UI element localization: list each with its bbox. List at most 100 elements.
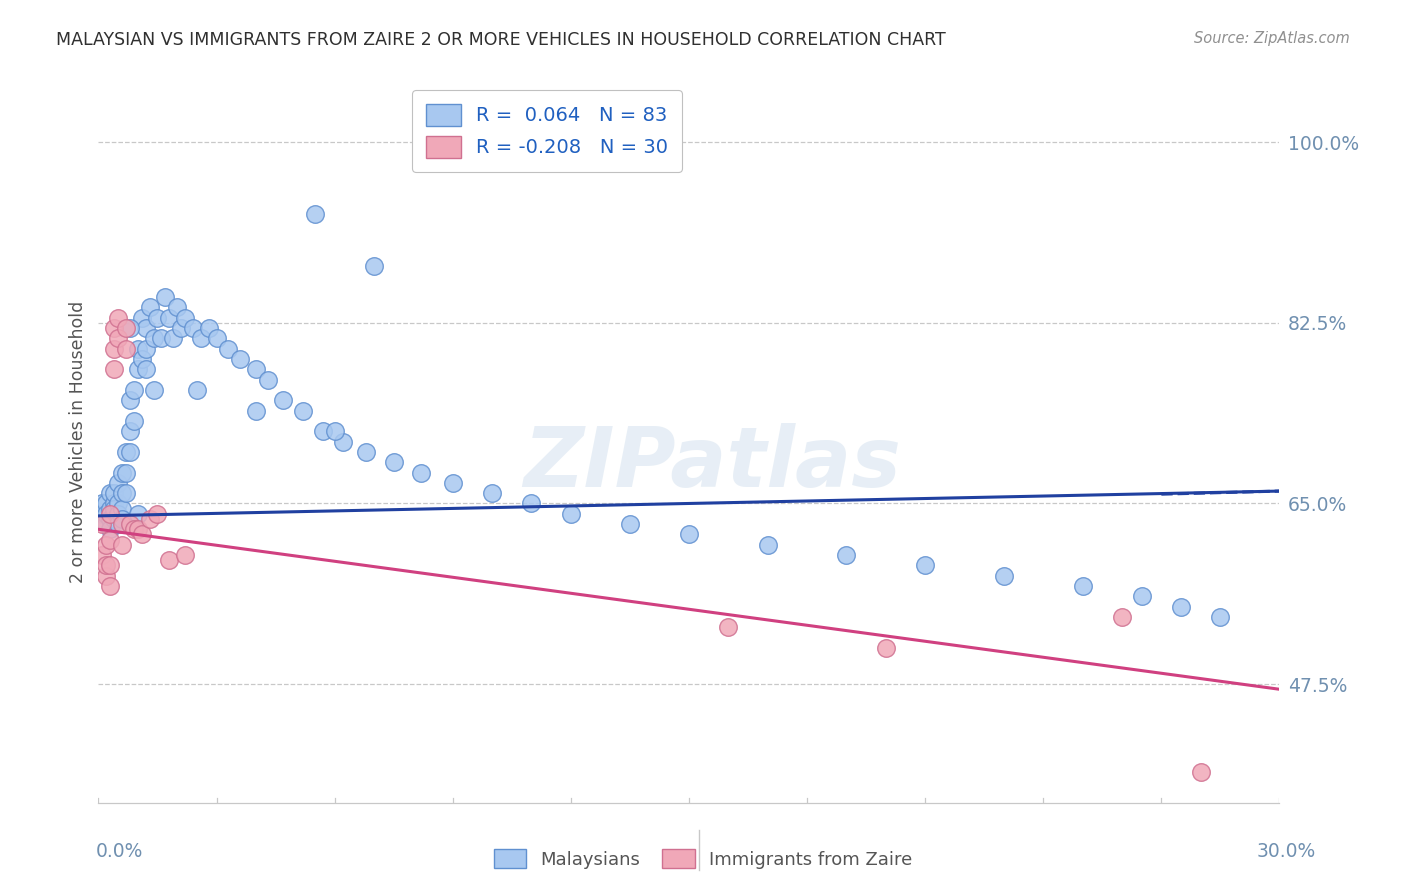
Point [229, 351, 252, 366]
Point [111, 466, 134, 480]
Point [166, 301, 188, 315]
Point [186, 383, 208, 397]
Point [323, 424, 346, 438]
Point [354, 445, 377, 459]
Point [115, 466, 138, 480]
Point [96, 568, 118, 582]
Legend: R =  0.064   N = 83, R = -0.208   N = 30: R = 0.064 N = 83, R = -0.208 N = 30 [412, 90, 682, 172]
Point [98, 558, 121, 573]
Point [146, 507, 169, 521]
Point [157, 553, 180, 567]
Point [96, 496, 118, 510]
Text: Source: ZipAtlas.com: Source: ZipAtlas.com [1194, 31, 1350, 46]
Point [157, 310, 180, 325]
Point [190, 331, 212, 345]
Point [96, 558, 118, 573]
Point [135, 342, 157, 356]
Point [127, 522, 149, 536]
Point [914, 558, 936, 573]
Point [162, 331, 184, 345]
Point [91, 548, 114, 562]
Point [111, 538, 134, 552]
Point [118, 517, 141, 532]
Point [217, 342, 239, 356]
Point [122, 522, 145, 536]
Point [111, 517, 134, 532]
Point [107, 475, 129, 490]
Point [96, 507, 118, 521]
Point [292, 403, 315, 417]
Point [678, 527, 700, 541]
Point [481, 486, 503, 500]
Point [1189, 764, 1212, 779]
Point [135, 362, 157, 376]
Point [107, 507, 129, 521]
Point [138, 301, 160, 315]
Point [835, 548, 858, 562]
Point [111, 512, 134, 526]
Point [103, 321, 125, 335]
Point [1130, 590, 1153, 604]
Point [115, 445, 138, 459]
Point [332, 434, 354, 449]
Point [245, 403, 267, 417]
Text: ZIPatlas: ZIPatlas [523, 423, 901, 504]
Point [103, 342, 125, 356]
Point [411, 466, 433, 480]
Point [103, 501, 125, 516]
Point [1209, 610, 1232, 624]
Point [756, 538, 779, 552]
Point [115, 321, 138, 335]
Point [150, 331, 173, 345]
Point [96, 517, 118, 532]
Point [273, 393, 295, 408]
Point [91, 496, 114, 510]
Point [103, 512, 125, 526]
Point [717, 620, 740, 634]
Point [118, 445, 141, 459]
Point [127, 342, 149, 356]
Point [111, 486, 134, 500]
Point [122, 414, 145, 428]
Point [205, 331, 228, 345]
Point [118, 393, 141, 408]
Point [875, 640, 897, 655]
Point [98, 501, 121, 516]
Text: 30.0%: 30.0% [1257, 842, 1316, 862]
Point [127, 362, 149, 376]
Point [1170, 599, 1192, 614]
Point [560, 507, 582, 521]
Point [103, 486, 125, 500]
Text: MALAYSIAN VS IMMIGRANTS FROM ZAIRE 2 OR MORE VEHICLES IN HOUSEHOLD CORRELATION C: MALAYSIAN VS IMMIGRANTS FROM ZAIRE 2 OR … [56, 31, 946, 49]
Point [993, 568, 1015, 582]
Point [146, 310, 169, 325]
Point [98, 512, 121, 526]
Text: 0.0%: 0.0% [96, 842, 143, 862]
Point [131, 310, 153, 325]
Point [103, 507, 125, 521]
Point [135, 321, 157, 335]
Point [131, 527, 153, 541]
Y-axis label: 2 or more Vehicles in Household: 2 or more Vehicles in Household [69, 301, 87, 582]
Point [98, 522, 121, 536]
Point [98, 533, 121, 547]
Point [122, 383, 145, 397]
Point [245, 362, 267, 376]
Point [142, 331, 165, 345]
Point [111, 501, 134, 516]
Point [520, 496, 543, 510]
Point [1111, 610, 1133, 624]
Point [91, 517, 114, 532]
Point [312, 424, 335, 438]
Point [155, 290, 177, 304]
Point [107, 331, 129, 345]
Point [197, 321, 219, 335]
Point [138, 512, 160, 526]
Point [304, 207, 326, 221]
Legend: Malaysians, Immigrants from Zaire: Malaysians, Immigrants from Zaire [486, 842, 920, 876]
Point [118, 424, 141, 438]
Point [441, 475, 464, 490]
Point [103, 496, 125, 510]
Point [107, 517, 129, 532]
Point [363, 259, 385, 273]
